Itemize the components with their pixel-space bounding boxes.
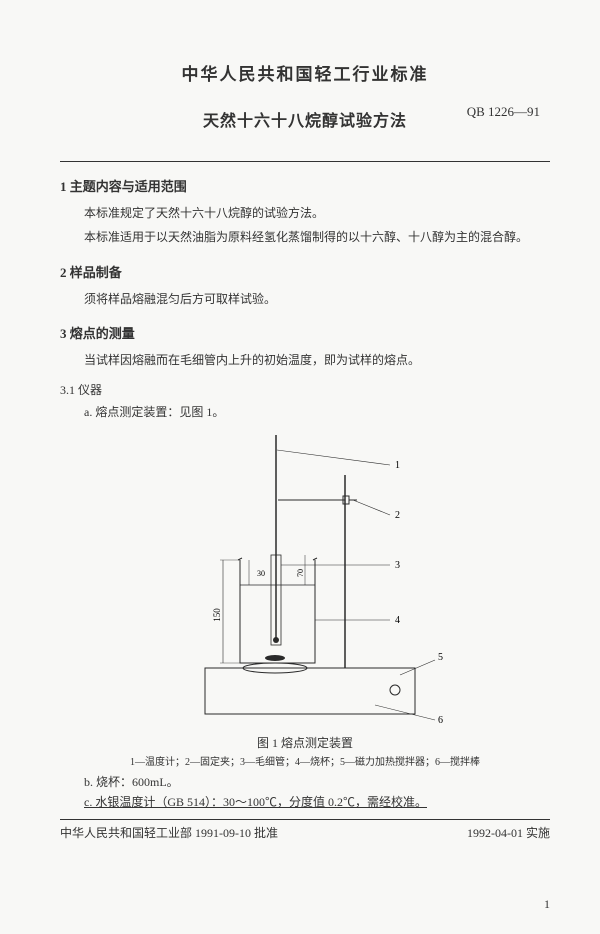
section-1-p2: 本标准适用于以天然油脂为原料经氢化蒸馏制得的以十六醇、十八醇为主的混合醇。	[60, 227, 550, 247]
svg-text:6: 6	[438, 715, 443, 726]
svg-text:3: 3	[395, 560, 400, 571]
figure-1: 150 30 70 1 2 3 4 5 6 图 1 熔点测定装置 1—温度计；2…	[60, 430, 550, 768]
item-c: c. 水银温度计（GB 514）：30～100℃，分度值 0.2℃，需经校准。	[60, 792, 550, 812]
section-1-p1: 本标准规定了天然十六十八烷醇的试验方法。	[60, 203, 550, 223]
page-number: 1	[544, 897, 550, 912]
svg-text:5: 5	[438, 652, 443, 663]
section-2-head: 2 样品制备	[60, 262, 550, 281]
footer-right: 1992-04-01 实施	[467, 824, 550, 841]
figure-caption: 图 1 熔点测定装置	[257, 734, 353, 751]
svg-text:2: 2	[395, 510, 400, 521]
svg-text:70: 70	[296, 569, 305, 577]
svg-text:1: 1	[395, 460, 400, 471]
item-a: a. 熔点测定装置：见图 1。	[60, 402, 550, 422]
rule-top	[60, 161, 550, 162]
section-3-p1: 当试样因熔融而在毛细管内上升的初始温度，即为试样的熔点。	[60, 350, 550, 370]
item-b: b. 烧杯：600mL。	[60, 772, 550, 792]
section-3-head: 3 熔点的测量	[60, 323, 550, 342]
doc-code: QB 1226—91	[467, 104, 540, 120]
svg-text:4: 4	[395, 615, 400, 626]
section-3-1-head: 3.1 仪器	[60, 381, 550, 398]
footer: 中华人民共和国轻工业部 1991-09-10 批准 1992-04-01 实施	[60, 819, 550, 841]
svg-text:150: 150	[212, 608, 222, 622]
apparatus-diagram: 150 30 70 1 2 3 4 5 6	[145, 430, 465, 730]
svg-text:30: 30	[257, 569, 265, 578]
org-title: 中华人民共和国轻工行业标准	[60, 60, 550, 85]
figure-legend: 1—温度计；2—固定夹；3—毛细管；4—烧杯；5—磁力加热搅拌器；6—搅拌棒	[130, 753, 480, 768]
section-1-head: 1 主题内容与适用范围	[60, 176, 550, 195]
footer-left: 中华人民共和国轻工业部 1991-09-10 批准	[60, 824, 278, 841]
section-2-p1: 须将样品熔融混匀后方可取样试验。	[60, 289, 550, 309]
